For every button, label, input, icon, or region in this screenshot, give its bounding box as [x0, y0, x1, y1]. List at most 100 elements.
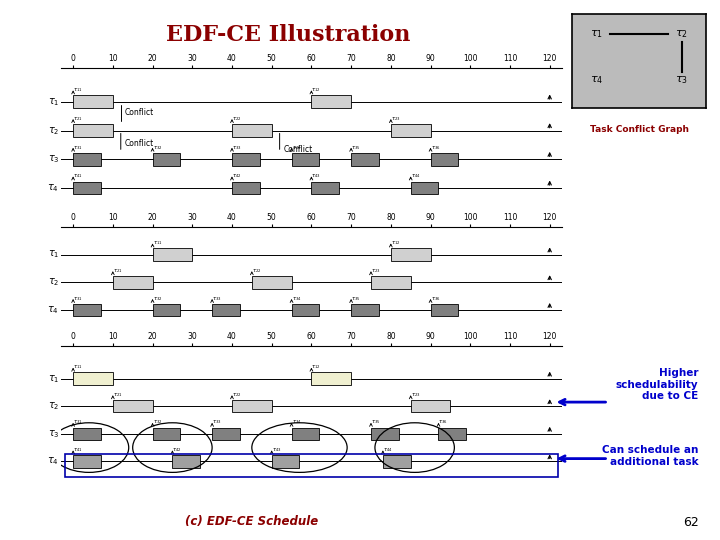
Text: $\tau_{35}$: $\tau_{35}$	[351, 295, 361, 303]
Bar	[383, 455, 410, 468]
Text: $\tau_4$: $\tau_4$	[48, 455, 59, 467]
Text: $\tau_{33}$: $\tau_{33}$	[232, 144, 242, 152]
Text: Conflict: Conflict	[125, 109, 154, 117]
Text: $\tau_1$: $\tau_1$	[48, 96, 59, 108]
Text: 62: 62	[683, 516, 698, 529]
Bar	[73, 181, 101, 194]
Text: $\tau_{21}$: $\tau_{21}$	[73, 115, 83, 123]
Text: $\tau_{23}$: $\tau_{23}$	[391, 115, 400, 123]
Bar	[371, 276, 410, 288]
Bar	[153, 248, 192, 261]
Bar	[73, 428, 101, 440]
Bar	[73, 373, 113, 385]
Text: $\tau_{41}$: $\tau_{41}$	[73, 446, 83, 454]
Text: $\tau_{44}$: $\tau_{44}$	[410, 172, 420, 180]
Text: $\tau_{43}$: $\tau_{43}$	[311, 172, 321, 180]
Text: $\tau_{32}$: $\tau_{32}$	[153, 418, 162, 427]
Text: $\tau_{31}$: $\tau_{31}$	[73, 418, 83, 427]
Bar	[391, 124, 431, 137]
Bar	[212, 428, 240, 440]
Text: $\tau_{34}$: $\tau_{34}$	[292, 418, 301, 427]
Bar	[73, 153, 101, 166]
Bar	[271, 455, 300, 468]
Bar	[292, 153, 320, 166]
Text: $\tau_{44}$: $\tau_{44}$	[383, 446, 392, 454]
Text: $\tau_{43}$: $\tau_{43}$	[271, 446, 282, 454]
Bar	[172, 455, 200, 468]
Text: $\tau_{34}$: $\tau_{34}$	[292, 144, 301, 152]
Text: $\tau_{11}$: $\tau_{11}$	[73, 363, 83, 372]
Text: $\tau_3$: $\tau_3$	[675, 74, 688, 85]
Bar	[73, 96, 113, 109]
Text: $\tau_{21}$: $\tau_{21}$	[113, 267, 122, 275]
Bar	[431, 153, 459, 166]
Text: $\tau_{32}$: $\tau_{32}$	[153, 295, 162, 303]
Text: $\tau_{35}$: $\tau_{35}$	[351, 144, 361, 152]
Text: $\tau_{21}$: $\tau_{21}$	[113, 391, 122, 399]
Text: Conflict: Conflict	[284, 145, 313, 154]
Text: $\tau_{42}$: $\tau_{42}$	[232, 172, 241, 180]
Bar	[232, 400, 271, 413]
Bar	[351, 304, 379, 316]
Bar	[153, 153, 180, 166]
Bar	[311, 373, 351, 385]
Text: $\tau_{22}$: $\tau_{22}$	[232, 115, 241, 123]
Bar	[431, 304, 459, 316]
Bar	[113, 400, 153, 413]
Text: Can schedule an
additional task: Can schedule an additional task	[602, 445, 698, 467]
Text: $\tau_{22}$: $\tau_{22}$	[232, 391, 241, 399]
Bar	[232, 181, 260, 194]
Text: $\tau_{23}$: $\tau_{23}$	[410, 391, 420, 399]
Bar	[73, 124, 113, 137]
Text: $\tau_{11}$: $\tau_{11}$	[153, 239, 162, 247]
Bar	[113, 276, 153, 288]
Text: $\tau_{31}$: $\tau_{31}$	[73, 144, 83, 152]
Text: $\tau_{12}$: $\tau_{12}$	[311, 363, 321, 372]
Text: $\tau_{22}$: $\tau_{22}$	[252, 267, 261, 275]
Bar	[371, 428, 399, 440]
Bar	[292, 304, 320, 316]
Text: $\tau_2$: $\tau_2$	[675, 29, 688, 40]
Bar	[153, 304, 180, 316]
Bar	[311, 181, 339, 194]
Text: $\tau_{11}$: $\tau_{11}$	[73, 86, 83, 94]
Text: Task Conflict Graph: Task Conflict Graph	[590, 125, 688, 134]
Bar	[351, 153, 379, 166]
Bar	[212, 304, 240, 316]
Text: $\tau_{36}$: $\tau_{36}$	[431, 295, 440, 303]
Text: $\tau_{33}$: $\tau_{33}$	[212, 295, 222, 303]
Text: EDF-CE Illustration: EDF-CE Illustration	[166, 24, 410, 46]
Bar	[410, 400, 451, 413]
Text: Conflict: Conflict	[125, 139, 154, 148]
Bar	[410, 181, 438, 194]
Text: $\tau_2$: $\tau_2$	[48, 125, 59, 137]
Text: $\tau_{12}$: $\tau_{12}$	[311, 86, 321, 94]
Bar	[252, 276, 292, 288]
Text: $\tau_{41}$: $\tau_{41}$	[73, 172, 83, 180]
Text: $\tau_{36}$: $\tau_{36}$	[438, 418, 448, 427]
Text: $\tau_{12}$: $\tau_{12}$	[391, 239, 400, 247]
Text: $\tau_4$: $\tau_4$	[48, 182, 59, 194]
Text: $\tau_1$: $\tau_1$	[48, 373, 59, 384]
Text: (b) Single-Processor-like EDF Schedule: (b) Single-Processor-like EDF Schedule	[143, 359, 400, 372]
Bar	[311, 96, 351, 109]
Text: $\tau_4$: $\tau_4$	[590, 74, 603, 85]
Bar	[292, 428, 320, 440]
Text: $\tau_2$: $\tau_2$	[48, 400, 59, 412]
Text: $\tau_3$: $\tau_3$	[48, 153, 59, 165]
Text: $\tau_{32}$: $\tau_{32}$	[153, 144, 162, 152]
Text: $\tau_1$: $\tau_1$	[48, 248, 59, 260]
Bar	[73, 455, 101, 468]
Text: $\tau_{35}$: $\tau_{35}$	[371, 418, 380, 427]
Text: $\tau_{42}$: $\tau_{42}$	[172, 446, 182, 454]
Text: $\tau_{36}$: $\tau_{36}$	[431, 144, 440, 152]
Text: Higher
schedulability
due to CE: Higher schedulability due to CE	[616, 368, 698, 401]
Bar	[73, 304, 101, 316]
Text: $\tau_2$: $\tau_2$	[48, 276, 59, 288]
Bar	[391, 248, 431, 261]
Bar	[232, 153, 260, 166]
Text: $\tau_{33}$: $\tau_{33}$	[212, 418, 222, 427]
Bar	[438, 428, 467, 440]
Text: $\tau_4$: $\tau_4$	[48, 304, 59, 316]
Bar	[153, 428, 180, 440]
